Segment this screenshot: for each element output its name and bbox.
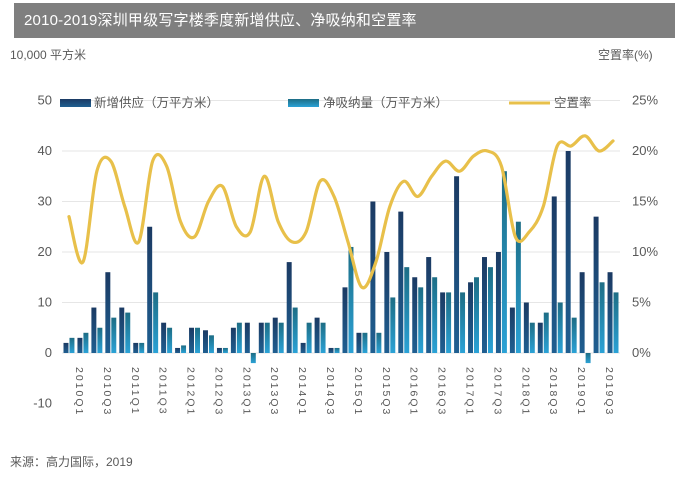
svg-text:2012Q3: 2012Q3 bbox=[212, 367, 224, 416]
svg-text:25%: 25% bbox=[632, 93, 658, 108]
svg-text:10%: 10% bbox=[632, 244, 658, 259]
svg-text:2016Q3: 2016Q3 bbox=[436, 367, 448, 416]
svg-text:2019Q1: 2019Q1 bbox=[575, 367, 587, 416]
svg-text:2017Q3: 2017Q3 bbox=[491, 367, 503, 416]
svg-text:15%: 15% bbox=[632, 194, 658, 209]
svg-text:空置率: 空置率 bbox=[554, 95, 592, 110]
svg-text:50: 50 bbox=[38, 93, 52, 108]
svg-text:2010Q1: 2010Q1 bbox=[73, 367, 85, 416]
svg-text:20%: 20% bbox=[632, 143, 658, 158]
svg-text:2018Q3: 2018Q3 bbox=[547, 367, 559, 416]
svg-text:40: 40 bbox=[38, 143, 52, 158]
svg-text:5%: 5% bbox=[632, 295, 651, 310]
svg-text:2018Q1: 2018Q1 bbox=[519, 367, 531, 416]
svg-text:10: 10 bbox=[38, 295, 52, 310]
svg-text:2017Q1: 2017Q1 bbox=[464, 367, 476, 416]
svg-text:30: 30 bbox=[38, 194, 52, 209]
svg-text:20: 20 bbox=[38, 244, 52, 259]
svg-text:2014Q3: 2014Q3 bbox=[324, 367, 336, 416]
svg-text:2013Q3: 2013Q3 bbox=[268, 367, 280, 416]
svg-text:2012Q1: 2012Q1 bbox=[185, 367, 197, 416]
svg-text:净吸纳量（万平方米）: 净吸纳量（万平方米） bbox=[323, 95, 448, 110]
svg-text:2016Q1: 2016Q1 bbox=[408, 367, 420, 416]
svg-text:2015Q1: 2015Q1 bbox=[352, 367, 364, 416]
svg-text:2013Q1: 2013Q1 bbox=[240, 367, 252, 416]
svg-text:2014Q1: 2014Q1 bbox=[296, 367, 308, 416]
svg-text:0: 0 bbox=[45, 345, 52, 360]
svg-text:-10: -10 bbox=[33, 396, 52, 411]
svg-text:2019Q3: 2019Q3 bbox=[603, 367, 615, 416]
svg-text:新增供应（万平方米）: 新增供应（万平方米） bbox=[94, 95, 219, 110]
svg-text:2011Q1: 2011Q1 bbox=[129, 367, 141, 416]
svg-text:2015Q3: 2015Q3 bbox=[380, 367, 392, 416]
svg-text:2011Q3: 2011Q3 bbox=[157, 367, 169, 416]
svg-text:2010Q3: 2010Q3 bbox=[101, 367, 113, 416]
svg-text:0%: 0% bbox=[632, 345, 651, 360]
